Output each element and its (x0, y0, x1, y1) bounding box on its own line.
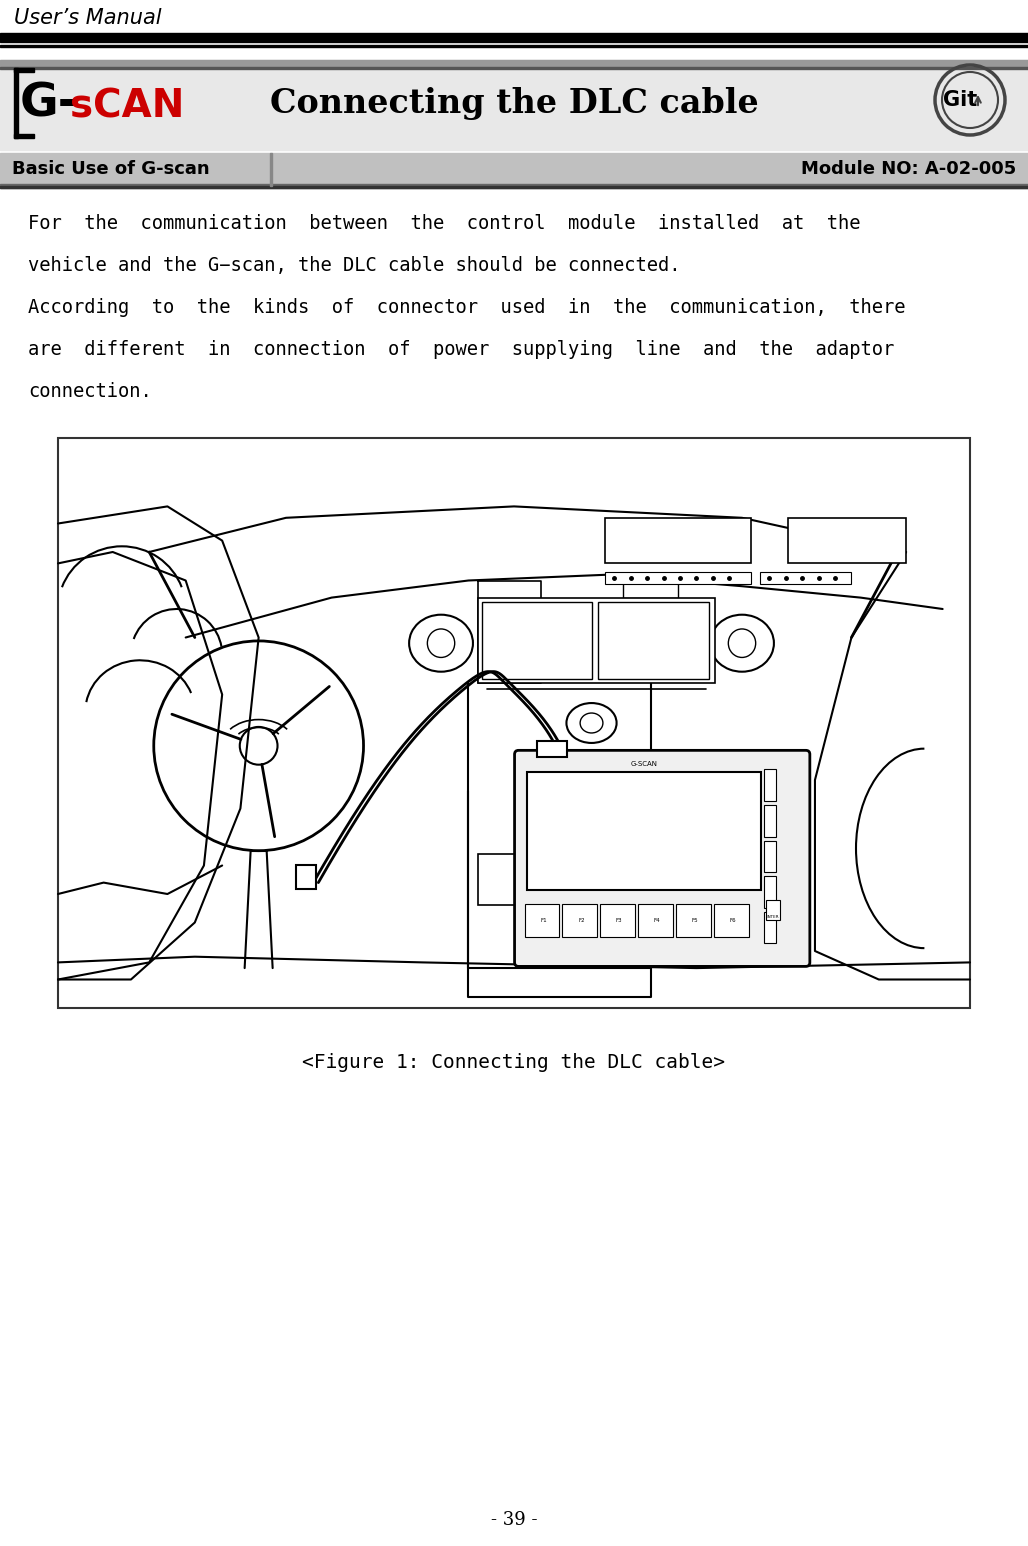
Bar (562, 904, 597, 937)
Bar (676, 904, 711, 937)
Text: Basic Use of G-scan: Basic Use of G-scan (12, 159, 210, 178)
Bar (638, 904, 673, 937)
Bar (764, 877, 776, 908)
Bar (764, 912, 776, 943)
Bar (605, 572, 751, 584)
Bar (787, 518, 906, 563)
Bar (14, 68, 34, 73)
Bar (0, 184, 1028, 189)
Text: User’s Manual: User’s Manual (14, 8, 161, 28)
Text: vehicle and the G−scan, the DLC cable should be connected.: vehicle and the G−scan, the DLC cable sh… (28, 257, 681, 275)
Text: Connecting the DLC cable: Connecting the DLC cable (269, 88, 759, 121)
Bar (0, 60, 1028, 66)
Bar (270, 153, 272, 186)
Text: Git: Git (943, 90, 978, 110)
Bar (478, 853, 550, 906)
Text: ENTER: ENTER (766, 915, 779, 918)
Bar (600, 904, 635, 937)
FancyBboxPatch shape (515, 750, 810, 966)
Bar (714, 904, 748, 937)
Bar (296, 864, 317, 889)
Bar (0, 186, 1028, 189)
Bar (605, 518, 751, 563)
Bar (598, 601, 708, 679)
Bar (0, 153, 1028, 186)
Text: are  different  in  connection  of  power  supplying  line  and  the  adaptor: are different in connection of power sup… (28, 340, 894, 359)
Text: G-SCAN: G-SCAN (630, 761, 657, 767)
Text: F2: F2 (578, 918, 585, 923)
Bar (58, 438, 970, 1008)
Text: Module NO: A-02-005: Module NO: A-02-005 (801, 159, 1016, 178)
Text: <Figure 1: Connecting the DLC cable>: <Figure 1: Connecting the DLC cable> (302, 1053, 726, 1071)
Bar (764, 841, 776, 872)
Bar (0, 60, 1028, 150)
Bar (0, 45, 1028, 46)
Bar (764, 805, 776, 836)
Bar (478, 598, 714, 683)
Bar (0, 32, 1028, 42)
Bar (481, 601, 592, 679)
Bar (526, 773, 761, 889)
Bar (14, 135, 34, 138)
Bar (14, 68, 19, 138)
Bar (764, 770, 776, 801)
Text: connection.: connection. (28, 382, 152, 400)
Text: G-: G- (20, 82, 78, 127)
Bar (623, 575, 678, 598)
Bar (537, 741, 566, 756)
Text: F5: F5 (692, 918, 698, 923)
Text: For  the  communication  between  the  control  module  installed  at  the: For the communication between the contro… (28, 213, 860, 233)
Text: According  to  the  kinds  of  connector  used  in  the  communication,  there: According to the kinds of connector used… (28, 298, 906, 317)
Bar (766, 900, 780, 920)
Text: F3: F3 (616, 918, 623, 923)
Text: - 39 -: - 39 - (490, 1510, 538, 1529)
Text: F6: F6 (730, 918, 736, 923)
Text: F1: F1 (540, 918, 547, 923)
Text: sCAN: sCAN (70, 88, 184, 127)
Bar (524, 904, 559, 937)
Text: F4: F4 (654, 918, 660, 923)
Bar (761, 572, 851, 584)
Bar (0, 66, 1028, 70)
